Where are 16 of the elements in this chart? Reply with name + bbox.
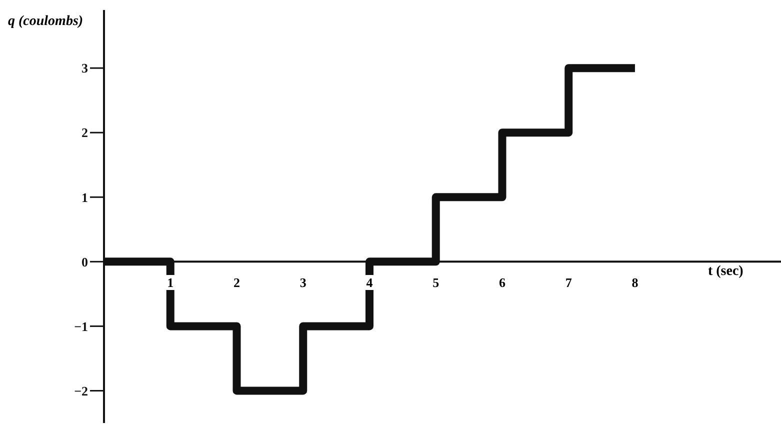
x-tick-label: 4 [365,274,374,290]
x-axis-title: t (sec) [708,264,744,280]
y-tick-label: 1 [82,190,88,205]
x-tick-label: 6 [498,274,506,290]
x-tick-label: 2 [232,274,241,290]
y-tick-label: −2 [74,383,88,398]
y-axis-title: q (coulombs) [8,14,84,29]
y-tick-label: 0 [82,254,88,270]
x-tick-label: 5 [432,274,440,290]
x-tick-label: 7 [564,274,573,290]
y-tick-label: −1 [74,318,88,334]
x-tick-label: 8 [630,274,640,290]
x-tick-label: 1 [166,274,175,290]
x-tick-label: 3 [298,274,308,290]
y-tick-label: 3 [82,60,88,76]
y-tick-label: 2 [82,125,88,140]
